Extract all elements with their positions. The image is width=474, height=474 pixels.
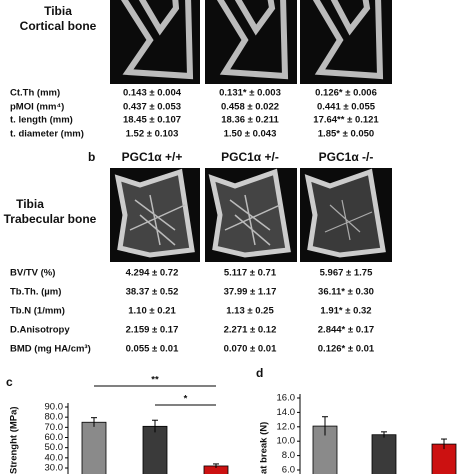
row-header: Tb.Th. (µm) [10,287,61,298]
table-cell: 38.37 ± 0.52 [126,287,179,298]
error-bar [213,463,219,468]
error-bar [322,416,328,436]
table-cell: 0.126* ± 0.01 [318,344,375,355]
error-bar [441,438,447,450]
table-cell: 1.85* ± 0.050 [318,129,374,140]
bone-shape [216,0,289,80]
y-tick-label: 90.0 [45,402,64,413]
row-header: Ct.Th (mm) [10,88,60,99]
significance-mark: ** [151,375,159,386]
table-cell: 2.159 ± 0.17 [126,325,179,336]
table-cell: 5.117 ± 0.71 [224,268,277,279]
row-header: pMOI (mm⁴) [10,102,64,113]
panel-label: d [256,366,263,380]
error-bar [381,431,387,438]
y-tick-label: 70.0 [45,422,64,433]
table-cell: 2.271 ± 0.12 [224,325,277,336]
row-label: Cortical bone [20,19,97,33]
y-tick-label: 60.0 [45,432,64,443]
table-cell: 0.126* ± 0.006 [315,88,377,99]
bone-shape [120,0,194,80]
y-tick-label: 14.0 [277,407,296,418]
trabecular-images [110,168,392,262]
bone-shape [312,0,384,80]
y-tick-label: 10.0 [277,436,296,447]
row-header: t. diameter (mm) [10,129,84,140]
ct-image [110,0,200,84]
y-tick-label: 40.0 [45,452,64,463]
row-header: Tb.N (1/mm) [10,306,65,317]
bone-shape [304,168,386,258]
bone-shape [114,168,195,258]
table-cell: 37.99 ± 1.17 [224,287,277,298]
table-cell: 0.131* ± 0.003 [219,88,281,99]
panel-label: b [88,150,95,164]
column-header: PGC1α -/- [319,150,374,164]
table-cell: 0.055 ± 0.01 [126,344,179,355]
significance-mark: * [184,394,188,405]
table-cell: 0.441 ± 0.055 [317,102,376,113]
y-tick-label: 30.0 [45,463,64,474]
y-tick-label: 50.0 [45,442,64,453]
table-cell: 1.91* ± 0.32 [320,306,371,317]
trabeculae [224,194,281,246]
table-cell: 2.844* ± 0.17 [318,325,374,336]
table-cell: 5.967 ± 1.75 [320,268,373,279]
y-tick-label: 12.0 [277,421,296,432]
y-tick-label: 8.0 [282,450,295,461]
row-label: Trabecular bone [4,212,97,226]
table-cell: 1.10 ± 0.21 [128,306,176,317]
y-tick-label: 80.0 [45,412,64,423]
cortical-images [110,0,392,84]
table-cell: 0.437 ± 0.053 [123,102,181,113]
error-bar [91,417,97,427]
column-header: PGC1α +/+ [122,150,183,164]
table-cell: 1.13 ± 0.25 [226,306,274,317]
table-cell: 18.36 ± 0.211 [221,115,279,126]
y-tick-label: 6.0 [282,465,295,474]
trabeculae [129,194,186,246]
y-axis-label: at break (N) [259,422,270,474]
bar [81,421,107,474]
row-header: D.Anisotropy [10,325,70,336]
panel-label: c [6,375,13,389]
row-header: BMD (mg HA/cm³) [10,344,91,355]
table-cell: 18.45 ± 0.107 [123,115,181,126]
y-axis-label: Strenght (MPa) [9,406,20,474]
bar [371,434,397,474]
table-cell: 0.143 ± 0.004 [123,88,182,99]
row-label: Tibia [16,197,44,211]
table-cell: 17.64** ± 0.121 [313,115,379,126]
table-cell: 1.50 ± 0.043 [224,129,277,140]
table-cell: 36.11* ± 0.30 [318,287,374,298]
trabeculae [324,199,373,241]
bar [142,425,168,474]
table-cell: 0.458 ± 0.022 [221,102,279,113]
table-cell: 1.52 ± 0.103 [126,129,179,140]
table-cell: 4.294 ± 0.72 [126,268,179,279]
table-cell: 0.070 ± 0.01 [224,344,277,355]
y-tick-label: 16.0 [277,393,296,404]
column-header: PGC1α +/- [221,150,279,164]
error-bar [152,419,158,433]
row-header: t. length (mm) [10,115,73,126]
row-header: BV/TV (%) [10,268,55,279]
bone-shape [208,168,291,258]
row-label: Tibia [44,4,72,18]
